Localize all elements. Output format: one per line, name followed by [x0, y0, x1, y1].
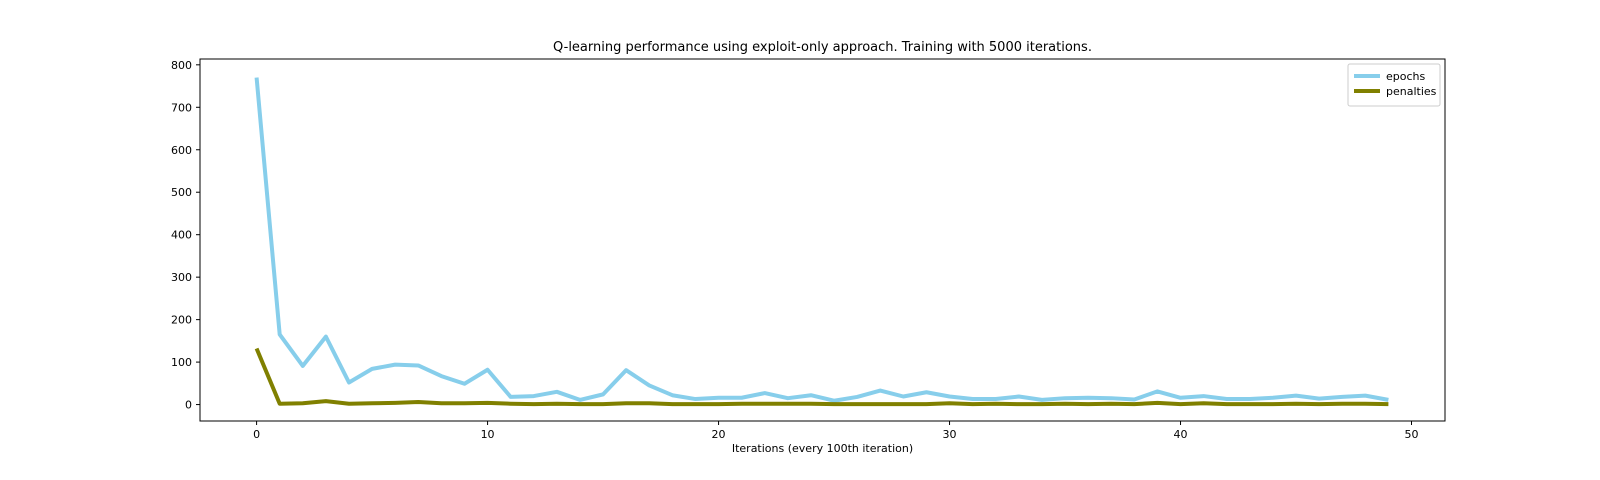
- x-axis: 0 10 20 30 40 50: [253, 421, 1419, 441]
- legend-label-penalties: penalties: [1386, 85, 1437, 98]
- y-tick-label: 700: [171, 101, 192, 114]
- x-tick-label: 10: [481, 428, 495, 441]
- y-tick-label: 800: [171, 59, 192, 72]
- y-tick-label: 200: [171, 314, 192, 327]
- plot-area: [199, 58, 1446, 422]
- y-tick-label: 600: [171, 144, 192, 157]
- chart-title: Q-learning performance using exploit-onl…: [553, 40, 1092, 55]
- x-axis-label: Iterations (every 100th iteration): [732, 442, 913, 455]
- series-line-penalties: [254, 347, 1389, 407]
- y-tick-label: 100: [171, 356, 192, 369]
- plot-frame: [199, 58, 1446, 422]
- x-tick-label: 30: [943, 428, 957, 441]
- y-tick-label: 400: [171, 229, 192, 242]
- y-tick-label: 500: [171, 186, 192, 199]
- x-tick-label: 40: [1174, 428, 1188, 441]
- legend: epochs penalties: [1347, 63, 1441, 107]
- y-tick-label: 0: [185, 399, 192, 412]
- x-tick-label: 50: [1405, 428, 1419, 441]
- legend-label-epochs: epochs: [1386, 70, 1425, 83]
- series-group: [254, 77, 1389, 407]
- y-tick-label: 300: [171, 271, 192, 284]
- x-tick-label: 0: [253, 428, 260, 441]
- x-tick-label: 20: [712, 428, 726, 441]
- series-line-epochs: [254, 77, 1389, 403]
- y-axis: 0 100 200 300 400 500 600 700 800: [171, 59, 200, 412]
